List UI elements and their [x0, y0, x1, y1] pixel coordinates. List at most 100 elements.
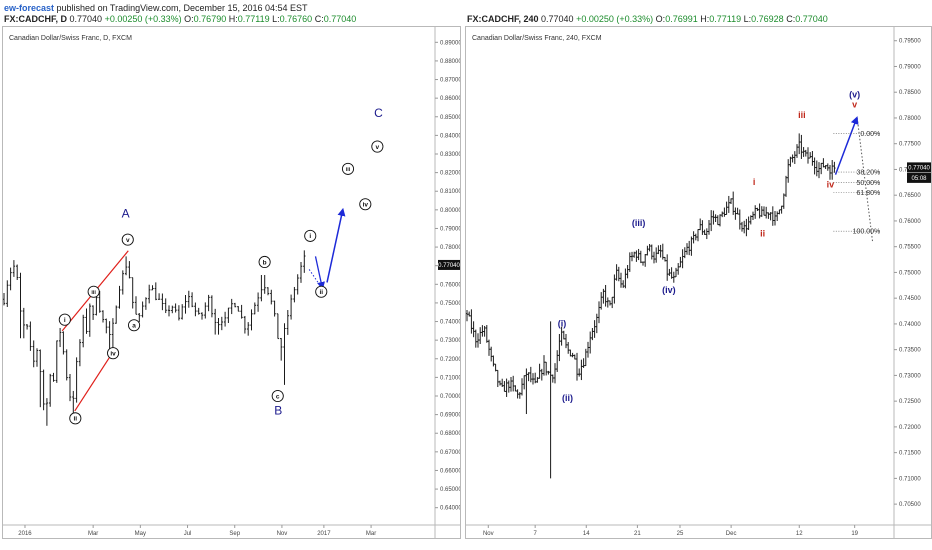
x-tick-label: Nov — [277, 531, 288, 537]
wave-label: v — [852, 100, 857, 110]
wave-circle — [271, 389, 284, 403]
high-label-4h: H: — [700, 14, 710, 24]
y-tick-label: 0.85000 — [440, 115, 460, 121]
fib-level-label: 50.00% — [856, 180, 880, 187]
y-tick-label: 0.68000 — [440, 431, 460, 437]
y-tick-label: 0.66000 — [440, 468, 460, 474]
y-tick-label: 0.86000 — [440, 96, 460, 102]
y-tick-label: 0.70000 — [440, 394, 460, 400]
y-tick-label: 0.84000 — [440, 133, 460, 139]
countdown-box — [907, 172, 931, 183]
y-tick-label: 0.76000 — [899, 219, 921, 225]
y-tick-label: 0.79000 — [440, 226, 460, 232]
wave-circle — [341, 162, 355, 175]
x-tick-label: 2016 — [18, 531, 32, 537]
y-tick-label: 0.76500 — [899, 193, 921, 199]
last-price-label: 0.77040 — [908, 166, 930, 172]
y-tick-label: 0.65000 — [440, 487, 460, 493]
countdown-label: 05:08 — [911, 176, 927, 182]
y-tick-label: 0.81000 — [440, 189, 460, 195]
x-tick-label: 25 — [677, 531, 684, 537]
4h-chart-svg[interactable]: Canadian Dollar/Swiss Franc, 240, FXCM 0.… — [466, 27, 931, 538]
y-tick-label: 0.74000 — [440, 320, 460, 326]
high-4h: 0.77119 — [709, 14, 742, 24]
close-label-4h: C: — [786, 14, 796, 24]
wave-label: ii — [760, 228, 765, 238]
wave-label: iv — [827, 179, 835, 189]
x-tick-label: 7 — [533, 531, 537, 537]
close-4h: 0.77040 — [795, 14, 828, 24]
symbol-daily[interactable]: FX:CADCHF, D — [4, 14, 67, 24]
y-tick-label: 0.72000 — [899, 425, 921, 431]
x-tick-label: Nov — [483, 531, 494, 537]
last-price-box — [438, 259, 460, 270]
quote-bar-4h: FX:CADCHF, 240 0.77040 +0.00250 (+0.33%)… — [467, 14, 828, 24]
fib-level-label: 38.20% — [856, 170, 880, 177]
author-link[interactable]: ew-forecast — [4, 3, 55, 13]
x-tick-label: 2017 — [317, 531, 331, 537]
y-tick-label: 0.73000 — [899, 373, 921, 379]
wave-circle — [58, 313, 71, 326]
wave-label: v — [126, 237, 130, 244]
wave-circle — [127, 319, 141, 332]
quote-bar-daily: FX:CADCHF, D 0.77040 +0.00250 (+0.33%) O… — [4, 14, 356, 24]
wave-label: iv — [110, 350, 116, 357]
x-tick-label: Mar — [88, 531, 98, 537]
wave-label: iii — [91, 290, 96, 296]
publish-info: published on TradingView.com, December 1… — [54, 3, 308, 13]
fib-level-label: 61.80% — [856, 190, 880, 197]
wave-label: (i) — [558, 318, 567, 328]
low-daily: 0.76760 — [279, 14, 313, 24]
wave-label-major: C — [374, 106, 383, 120]
y-tick-label: 0.71000 — [899, 476, 921, 482]
y-tick-label: 0.67000 — [440, 450, 460, 456]
y-tick-label: 0.76000 — [440, 282, 460, 288]
x-tick-label: 12 — [796, 531, 803, 537]
low-label-4h: L: — [743, 14, 752, 24]
y-tick-label: 0.78500 — [899, 90, 921, 96]
4h-chart-panel[interactable]: Canadian Dollar/Swiss Franc, 240, FXCM 0.… — [465, 26, 932, 539]
daily-chart-svg[interactable]: Canadian Dollar/Swiss Franc, D, FXCM 0.64… — [3, 27, 460, 538]
wave-circle — [87, 285, 100, 298]
symbol-4h[interactable]: FX:CADCHF, 240 — [467, 14, 539, 24]
open-label-daily: O: — [184, 14, 194, 24]
low-label-daily: L: — [272, 14, 280, 24]
y-tick-label: 0.75500 — [899, 245, 921, 251]
y-tick-label: 0.64000 — [440, 506, 460, 512]
y-tick-label: 0.80000 — [440, 208, 460, 214]
last-daily: 0.77040 — [69, 14, 103, 24]
wave-label: iv — [363, 202, 369, 209]
projection-down-arrow — [314, 256, 325, 290]
x-tick-label: 14 — [583, 531, 590, 537]
high-daily: 0.77119 — [237, 14, 270, 24]
last-price-label: 0.77040 — [438, 263, 460, 269]
open-daily: 0.76790 — [193, 14, 227, 24]
fib-level-label: 0.00% — [860, 131, 880, 138]
y-tick-label: 0.73500 — [899, 348, 921, 354]
y-tick-label: 0.71500 — [899, 451, 921, 457]
wave-circle — [304, 229, 317, 242]
fib-level-label: 100.00% — [853, 229, 881, 236]
wave-circle — [359, 198, 372, 211]
y-tick-label: 0.77500 — [899, 142, 921, 148]
y-tick-label: 0.79000 — [899, 64, 921, 70]
wave-circle — [315, 285, 328, 298]
daily-chart-panel[interactable]: Canadian Dollar/Swiss Franc, D, FXCM 0.64… — [2, 26, 461, 539]
y-tick-label: 0.75000 — [440, 301, 460, 307]
wave-label: (v) — [849, 89, 860, 99]
change-4h: +0.00250 (+0.33%) — [576, 14, 654, 24]
x-tick-label: Jul — [184, 531, 192, 537]
wave-circle — [107, 347, 120, 360]
wave-label: iii — [346, 167, 351, 173]
wave-label: ii — [74, 416, 78, 423]
y-tick-label: 0.71000 — [440, 375, 460, 381]
y-tick-label: 0.75000 — [899, 270, 921, 276]
y-tick-label: 0.70500 — [899, 502, 921, 508]
x-tick-label: Dec — [726, 531, 737, 537]
y-tick-label: 0.78000 — [899, 116, 921, 122]
publisher-line: ew-forecast published on TradingView.com… — [4, 3, 308, 13]
projection-up-arrow — [326, 207, 346, 283]
wave-circle — [121, 233, 134, 246]
wave-label: a — [132, 323, 136, 330]
